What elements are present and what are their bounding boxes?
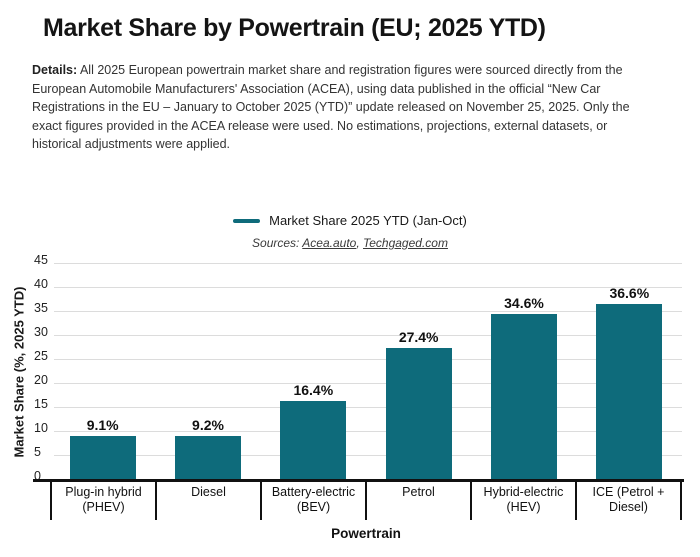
gridline-5	[54, 455, 682, 456]
x-tick-cell-5: ICE (Petrol + Diesel)	[575, 482, 682, 520]
y-tick-label-45: 45	[34, 253, 48, 267]
gridline-15	[54, 407, 682, 408]
y-tick-label-20: 20	[34, 373, 48, 387]
bar-1	[175, 435, 241, 480]
sources-prefix: Sources:	[252, 236, 303, 250]
page-title: Market Share by Powertrain (EU; 2025 YTD…	[43, 14, 546, 42]
bar-5	[596, 304, 663, 480]
bar-4	[491, 313, 557, 480]
legend-line-marker-icon	[233, 218, 261, 223]
details-text: All 2025 European powertrain market shar…	[32, 63, 630, 151]
x-tick-label-line: (HEV)	[506, 500, 541, 514]
gridline-20	[54, 383, 682, 384]
x-tick-cell-0: Plug-in hybrid (PHEV)	[50, 482, 155, 520]
x-tick-label-line: Diesel	[191, 485, 226, 499]
y-tick-label-35: 35	[34, 301, 48, 315]
gridline-10	[54, 431, 682, 432]
bar-value-label-1: 9.2%	[192, 416, 224, 433]
bar-3	[385, 348, 452, 480]
sources-line: Sources: Acea.auto, Techgaged.com	[0, 236, 700, 250]
x-tick-label-line: Diesel)	[609, 500, 648, 514]
y-axis-title: Market Share (%, 2025 YTD)	[11, 286, 27, 458]
bar-value-label-4: 34.6%	[504, 294, 544, 311]
bar-value-label-3: 27.4%	[398, 329, 439, 346]
x-tick-cell-3: Petrol	[365, 482, 470, 520]
gridline-45	[54, 263, 682, 264]
x-tick-cell-4: Hybrid-electric (HEV)	[470, 482, 575, 520]
x-tick-label-line: Battery-electric	[271, 485, 356, 499]
x-axis: Plug-in hybrid (PHEV) Diesel Battery-electr…	[50, 482, 682, 520]
y-tick-label-5: 5	[34, 445, 41, 459]
source-link-acea[interactable]: Acea.auto	[302, 236, 357, 250]
x-tick-label-line: (PHEV)	[82, 500, 125, 514]
y-tick-label-30: 30	[34, 325, 48, 339]
y-tick-label-25: 25	[34, 349, 48, 363]
bar-2	[280, 401, 347, 480]
gridline-25	[54, 359, 682, 360]
y-tick-label-10: 10	[34, 421, 48, 435]
gridline-40	[54, 287, 682, 288]
sources-separator: ,	[356, 236, 363, 250]
y-tick-label-15: 15	[34, 397, 48, 411]
x-tick-label-line: Plug-in hybrid	[65, 485, 142, 499]
gridline-30	[54, 335, 682, 336]
details-label: Details:	[32, 63, 78, 77]
legend: Market Share 2025 YTD (Jan-Oct)	[0, 213, 700, 228]
x-tick-label-line: ICE (Petrol +	[592, 485, 665, 499]
bar-value-label-0: 9.1%	[86, 417, 119, 434]
x-tick-label-line: Petrol	[402, 485, 435, 499]
plot-area: 9.1% 9.2% 16.4% 27.4% 34.6% 36.6%	[50, 263, 682, 480]
bar-value-label-2: 16.4%	[293, 382, 334, 399]
details-paragraph: Details: All 2025 European powertrain ma…	[32, 61, 654, 154]
bar-0	[69, 436, 136, 480]
y-tick-label-0: 0	[34, 469, 41, 483]
y-tick-label-40: 40	[34, 277, 48, 291]
x-axis-title: Powertrain	[331, 526, 401, 541]
x-tick-cell-2: Battery-electric (BEV)	[260, 482, 365, 520]
source-link-techgaged[interactable]: Techgaged.com	[363, 236, 448, 250]
gridline-35	[54, 311, 682, 312]
legend-label: Market Share 2025 YTD (Jan-Oct)	[269, 213, 467, 228]
x-tick-label-line: Hybrid-electric	[483, 485, 564, 499]
x-axis-baseline	[33, 479, 684, 482]
bar-value-label-5: 36.6%	[609, 285, 650, 302]
x-tick-cell-1: Diesel	[155, 482, 260, 520]
y-axis: 0 5 10 15 20 25 30 35 40 45	[34, 253, 58, 483]
x-tick-label-line: (BEV)	[296, 500, 331, 514]
